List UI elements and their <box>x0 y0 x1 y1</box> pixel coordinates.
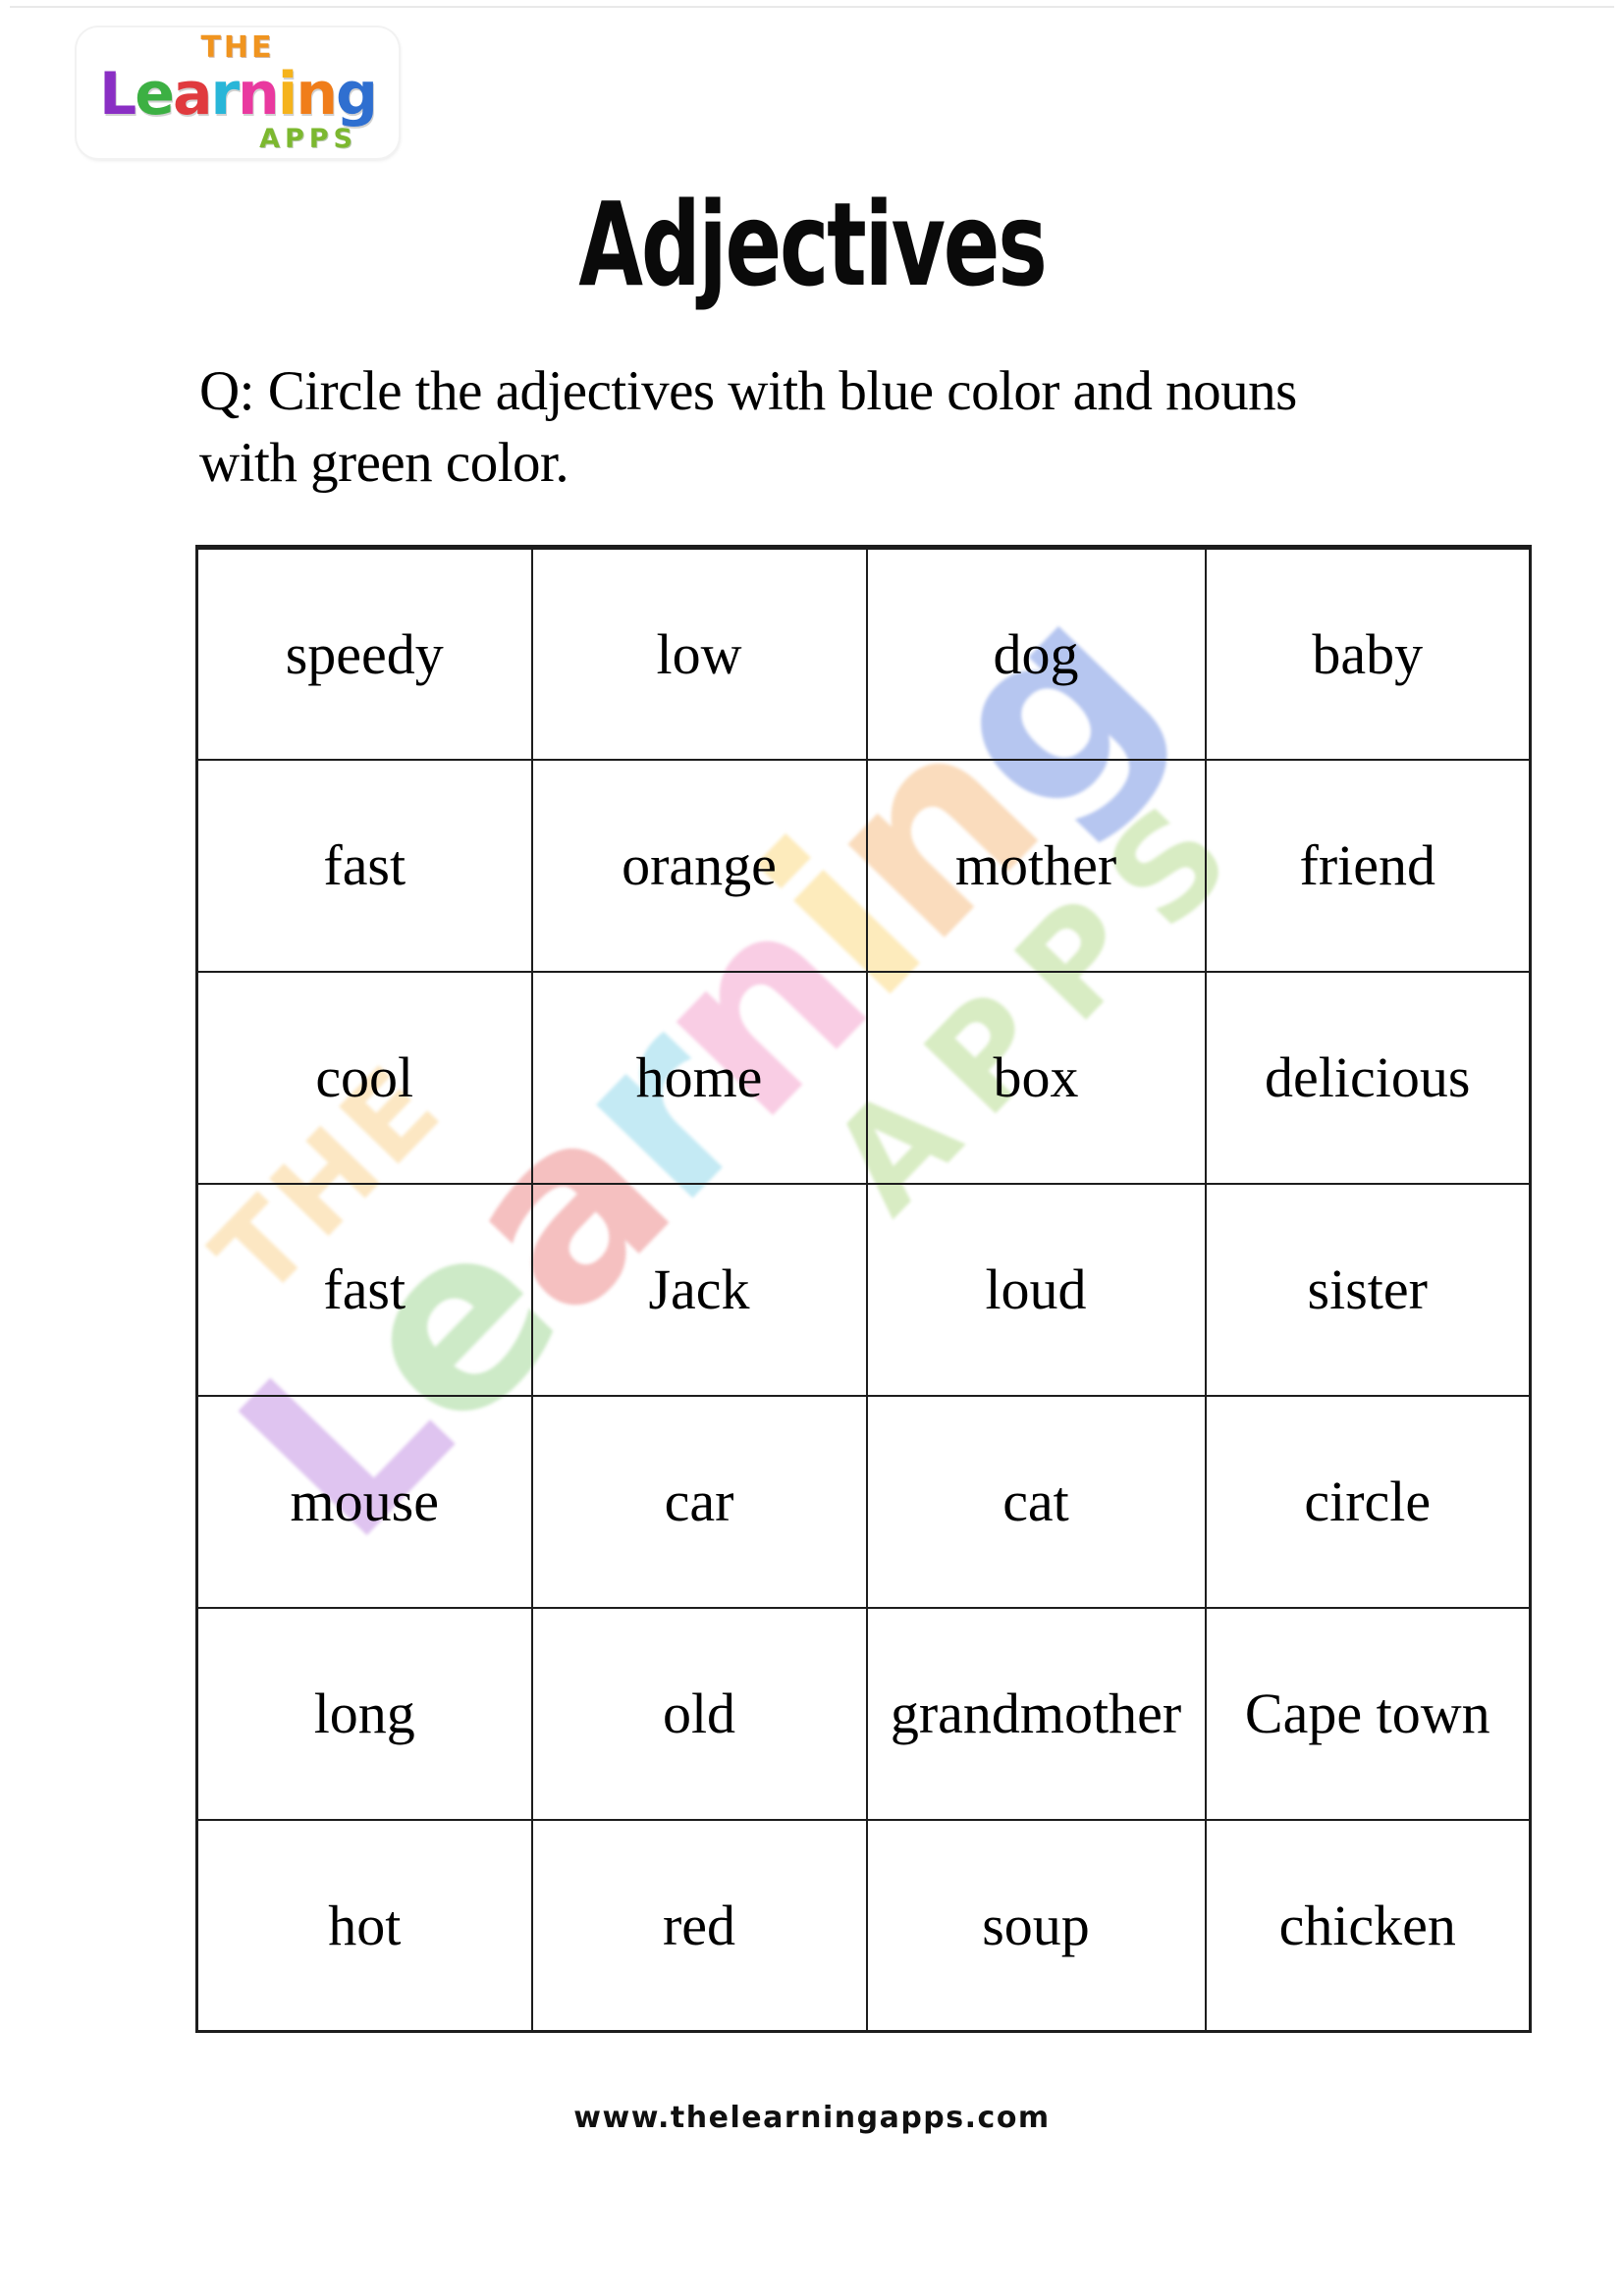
word-cell[interactable]: grandmother <box>865 1606 1207 1821</box>
words-table: speedy low dog baby fast orange mother f… <box>195 545 1532 2033</box>
logo-word-the: THE <box>200 30 275 65</box>
question-line-1: Q: Circle the adjectives with blue color… <box>199 360 1297 422</box>
word-cell[interactable]: sister <box>1204 1182 1532 1397</box>
logo-letter: i <box>277 60 298 129</box>
word-cell[interactable]: Cape town <box>1204 1606 1532 1821</box>
word-cell[interactable]: cool <box>195 970 533 1185</box>
table-row: hot red soup chicken <box>195 1818 1532 2033</box>
page-top-divider <box>10 6 1614 8</box>
logo-letter: L <box>99 60 136 129</box>
word-cell[interactable]: home <box>530 970 868 1185</box>
table-row: mouse car cat circle <box>195 1394 1532 1609</box>
word-cell[interactable]: long <box>195 1606 533 1821</box>
table-row: long old grandmother Cape town <box>195 1606 1532 1821</box>
logo-letter: a <box>172 60 212 129</box>
word-cell[interactable]: fast <box>195 1182 533 1397</box>
question-text: Q: Circle the adjectives with blue color… <box>199 355 1476 499</box>
word-cell[interactable]: loud <box>865 1182 1207 1397</box>
word-cell[interactable]: mouse <box>195 1394 533 1609</box>
word-cell[interactable]: low <box>530 546 868 761</box>
word-cell[interactable]: car <box>530 1394 868 1609</box>
word-cell[interactable]: circle <box>1204 1394 1532 1609</box>
word-cell[interactable]: orange <box>530 758 868 973</box>
table-row: speedy low dog baby <box>195 546 1532 761</box>
logo-letter: e <box>135 60 175 129</box>
word-cell[interactable]: Jack <box>530 1182 868 1397</box>
word-cell[interactable]: red <box>530 1818 868 2033</box>
logo-letter: n <box>238 60 280 129</box>
question-line-2: with green color. <box>199 432 569 494</box>
word-cell[interactable]: speedy <box>195 546 533 761</box>
word-cell[interactable]: delicious <box>1204 970 1532 1185</box>
word-cell[interactable]: old <box>530 1606 868 1821</box>
word-cell[interactable]: friend <box>1204 758 1532 973</box>
word-cell[interactable]: dog <box>865 546 1207 761</box>
word-cell[interactable]: cat <box>865 1394 1207 1609</box>
word-cell[interactable]: mother <box>865 758 1207 973</box>
logo-letter: r <box>210 60 240 129</box>
word-cell[interactable]: chicken <box>1204 1818 1532 2033</box>
logo-word-apps: APPS <box>259 124 357 154</box>
word-cell[interactable]: hot <box>195 1818 533 2033</box>
logo-letter: n <box>296 60 338 129</box>
footer: www.thelearningapps.com <box>0 2101 1624 2135</box>
logo-letter: g <box>336 60 378 129</box>
page-title: Adjectives <box>578 177 1048 312</box>
word-cell[interactable]: soup <box>865 1818 1207 2033</box>
table-row: cool home box delicious <box>195 970 1532 1185</box>
table-row: fast orange mother friend <box>195 758 1532 973</box>
table-row: fast Jack loud sister <box>195 1182 1532 1397</box>
brand-logo: THE Learning APPS <box>77 27 399 158</box>
word-cell[interactable]: baby <box>1204 546 1532 761</box>
word-cell[interactable]: fast <box>195 758 533 973</box>
logo-word-learning: Learning <box>81 65 395 124</box>
footer-url[interactable]: www.thelearningapps.com <box>573 2101 1051 2135</box>
word-cell[interactable]: box <box>865 970 1207 1185</box>
